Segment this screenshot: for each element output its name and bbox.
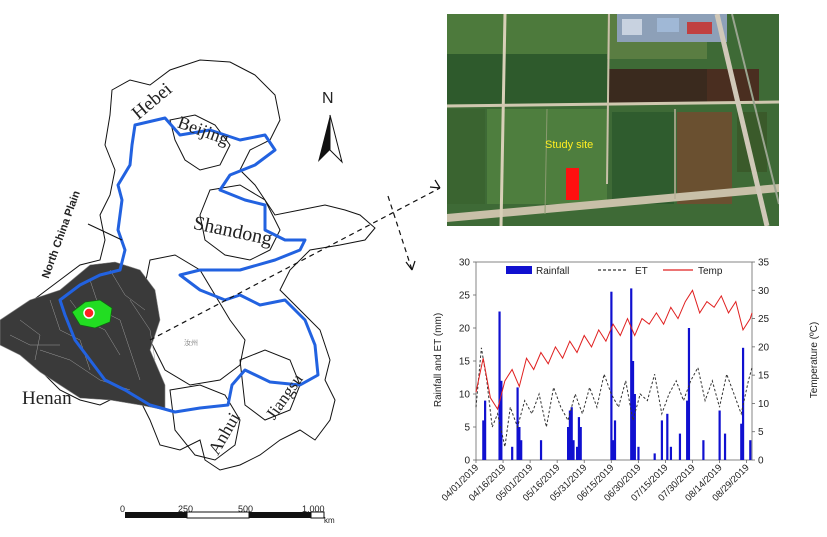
rainfall-bar: [740, 423, 743, 460]
rainfall-bar: [687, 328, 691, 460]
rainfall-bar: [482, 420, 485, 460]
y-right-tick-label: 5: [758, 427, 764, 438]
rainfall-bar: [633, 394, 636, 460]
rainfall-bar: [516, 387, 519, 460]
rainfall-bar: [579, 427, 582, 460]
weather-chart: 0 5 10 15 20 25 30 0 5 10 15 20 25 30 35 04/01/201904…: [433, 258, 820, 504]
north-arrow-icon: [318, 114, 343, 164]
scale-unit: km: [324, 516, 335, 525]
rainfall-bar: [678, 433, 682, 460]
rainfall-bar: [518, 427, 521, 460]
rainfall-bar: [660, 420, 664, 460]
satellite-fields: [447, 14, 779, 226]
legend-et: ET: [635, 266, 648, 277]
place-label-small: 汝州: [184, 339, 198, 347]
legend-temp: Temp: [698, 266, 723, 277]
rainfall-bar: [669, 446, 673, 460]
y-right-ticks: 0 5 10 15 20 25 30 35: [752, 258, 770, 467]
rainfall-bar: [484, 400, 487, 460]
legend-rainfall-swatch: [506, 266, 532, 274]
y-left-tick-label: 10: [459, 390, 471, 401]
rainfall-bar: [653, 453, 656, 460]
y-left-tick-label: 15: [459, 357, 471, 368]
y-right-label: Temperature (ºC): [809, 322, 820, 398]
rainfall-bar: [637, 446, 640, 460]
x-ticks: 04/01/201904/16/201905/01/201905/16/2019…: [440, 460, 752, 504]
rainfall-bar: [572, 440, 575, 460]
rainfall-bars: [482, 288, 752, 460]
north-china-plain-boundary: [58, 116, 320, 414]
rainfall-bar: [718, 410, 721, 460]
scale-tick-0: 0: [120, 504, 126, 514]
rainfall-bar: [630, 288, 633, 460]
rainfall-bar: [749, 440, 752, 460]
rainfall-bar: [613, 420, 617, 460]
rainfall-bar: [576, 446, 579, 460]
region-label-henan: Henan: [22, 388, 72, 409]
rainfall-bar: [666, 413, 669, 460]
rainfall-bar: [570, 407, 573, 460]
y-left-tick-label: 5: [464, 423, 470, 434]
scale-tick-500: 500: [238, 504, 254, 514]
rainfall-bar: [539, 440, 543, 460]
rainfall-bar: [631, 361, 635, 460]
rainfall-bar: [702, 440, 705, 460]
y-left-tick-label: 30: [459, 258, 471, 269]
y-right-tick-label: 0: [758, 456, 764, 467]
y-right-tick-label: 10: [758, 399, 770, 410]
y-right-tick-label: 15: [758, 371, 770, 382]
rainfall-bar: [686, 400, 689, 460]
y-left-tick-label: 20: [459, 324, 471, 335]
rainfall-bar: [610, 291, 613, 460]
rainfall-bar: [567, 427, 570, 460]
y-left-label: Rainfall and ET (mm): [433, 313, 444, 407]
rainfall-bar: [723, 433, 727, 460]
temp-line: [475, 289, 753, 411]
y-left-tick-label: 0: [464, 456, 470, 467]
satellite-image: Study site: [447, 14, 779, 226]
rainfall-bar: [612, 440, 615, 460]
scale-bar: [125, 511, 325, 519]
y-right-tick-label: 35: [758, 258, 770, 269]
et-line: [475, 347, 753, 447]
rainfall-bar: [498, 311, 501, 460]
scale-tick-250: 250: [178, 504, 194, 514]
study-site-marker: [566, 168, 579, 200]
y-left-ticks: 0 5 10 15 20 25 30: [459, 258, 476, 467]
dashed-arrow-top: [149, 187, 441, 341]
rainfall-bar: [500, 380, 503, 460]
dashed-arrow-bottom: [387, 195, 413, 271]
north-label: N: [322, 90, 334, 107]
rainfall-bar: [520, 440, 523, 460]
rainfall-bar: [511, 446, 514, 460]
plain-pointer: [87, 223, 123, 241]
y-left-tick-label: 25: [459, 291, 471, 302]
y-right-tick-label: 20: [758, 342, 770, 353]
y-right-tick-label: 30: [758, 286, 770, 297]
study-point-marker: [83, 307, 95, 319]
scale-tick-1000: 1,000: [302, 504, 325, 514]
legend-rainfall: Rainfall: [536, 266, 569, 277]
rainfall-bar: [568, 410, 572, 460]
rainfall-bar: [577, 417, 581, 460]
y-right-tick-label: 25: [758, 314, 770, 325]
legend: Rainfall ET Temp: [506, 266, 723, 277]
study-site-label: Study site: [545, 139, 594, 151]
